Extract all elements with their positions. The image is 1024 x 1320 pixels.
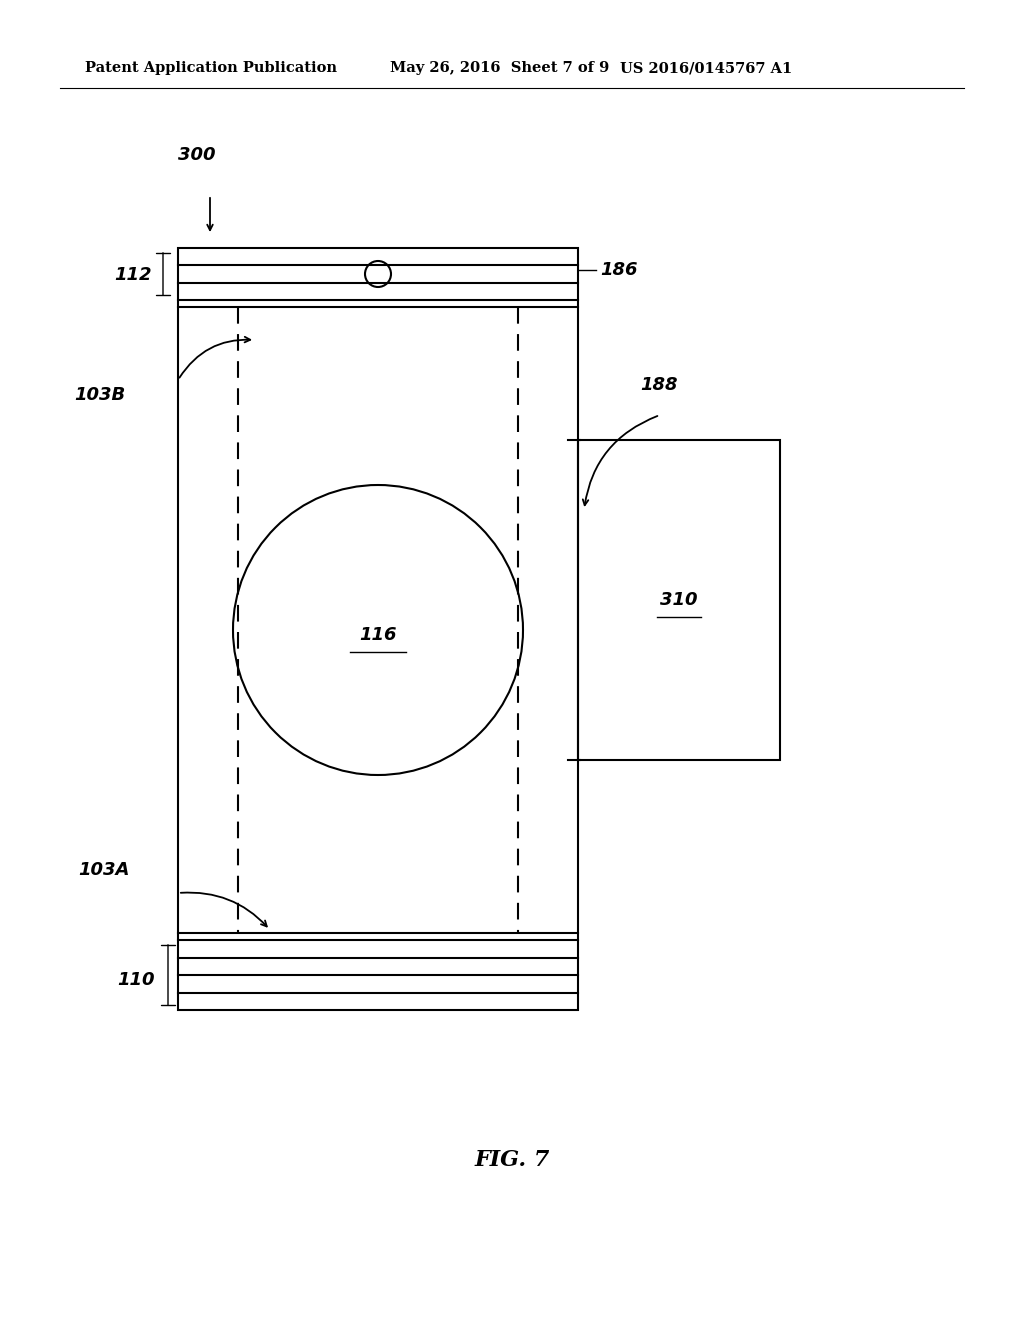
Text: 103A: 103A — [79, 861, 130, 879]
Text: 300: 300 — [178, 147, 215, 164]
Text: 110: 110 — [118, 972, 155, 989]
Text: 186: 186 — [600, 261, 638, 279]
Bar — [578, 440, 780, 760]
Text: FIG. 7: FIG. 7 — [474, 1148, 550, 1171]
Text: 112: 112 — [115, 267, 152, 284]
Text: May 26, 2016  Sheet 7 of 9: May 26, 2016 Sheet 7 of 9 — [390, 61, 609, 75]
Text: 103B: 103B — [74, 385, 125, 404]
Text: US 2016/0145767 A1: US 2016/0145767 A1 — [620, 61, 793, 75]
Text: Patent Application Publication: Patent Application Publication — [85, 61, 337, 75]
Text: 188: 188 — [640, 376, 678, 393]
Text: 116: 116 — [359, 626, 396, 644]
Bar — [178, 248, 578, 1010]
Text: 310: 310 — [660, 591, 697, 609]
